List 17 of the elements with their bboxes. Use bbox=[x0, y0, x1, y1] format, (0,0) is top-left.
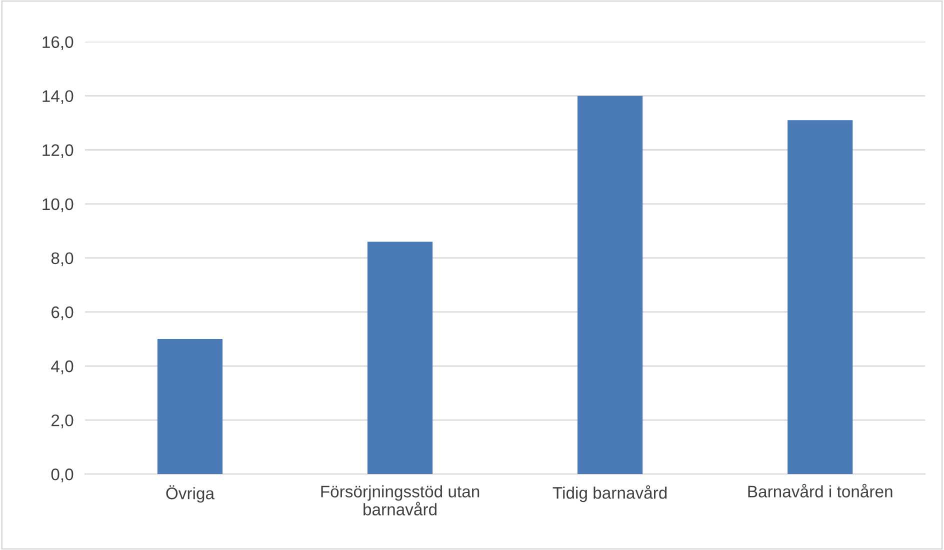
y-tick-label: 16,0 bbox=[42, 36, 74, 50]
y-tick-label: 4,0 bbox=[51, 360, 74, 374]
x-tick-label: Övriga bbox=[166, 485, 215, 503]
bar bbox=[788, 120, 853, 474]
y-tick-label: 12,0 bbox=[42, 144, 74, 158]
bar bbox=[367, 242, 433, 474]
y-tick-label: 0,0 bbox=[51, 468, 74, 482]
x-tick-label: Tidig barnavård bbox=[552, 485, 667, 502]
x-tick-label: Barnavård i tonåren bbox=[748, 484, 892, 498]
x-tick-label: Försörjningsstöd utan barnavård bbox=[321, 485, 480, 516]
bar bbox=[578, 96, 643, 474]
y-tick-label: 14,0 bbox=[42, 90, 74, 104]
y-tick-label: 8,0 bbox=[51, 252, 74, 266]
y-tick-label: 6,0 bbox=[52, 306, 74, 320]
y-tick-label: 2,0 bbox=[52, 414, 74, 428]
bar bbox=[157, 339, 223, 474]
y-tick-label: 10,0 bbox=[42, 198, 74, 212]
